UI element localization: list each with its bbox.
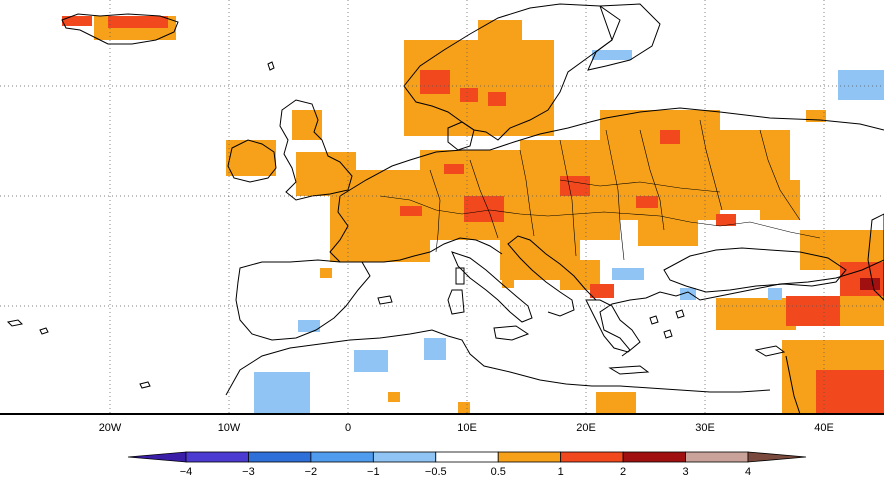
legend-label: 1 <box>557 466 564 478</box>
anomaly-cell <box>108 16 168 28</box>
legend-bin <box>622 451 686 463</box>
legend-label: −1 <box>367 466 380 478</box>
color-legend <box>127 451 807 463</box>
anomaly-cell <box>424 338 446 360</box>
x-tick-label: 10E <box>457 422 477 434</box>
legend-label: −0.5 <box>424 466 447 478</box>
coast-nafrica <box>225 329 771 396</box>
lat-lon-gridlines <box>0 0 884 413</box>
x-tick-label: 40E <box>814 422 834 434</box>
anomaly-cells <box>62 16 884 415</box>
anomaly-cell <box>680 288 696 300</box>
anomaly-cell <box>840 296 884 326</box>
anomaly-cell <box>354 350 388 372</box>
legend-label: −2 <box>304 466 318 478</box>
anomaly-cell <box>488 92 506 106</box>
legend-bin <box>747 451 807 463</box>
anomaly-cell <box>596 392 636 413</box>
legend-bin <box>185 451 249 463</box>
anomaly-map <box>0 0 884 415</box>
coast-balearic <box>377 295 393 305</box>
coast-corsica <box>455 267 465 285</box>
legend-bin <box>127 451 187 463</box>
coast-denmark <box>447 121 475 151</box>
anomaly-cell <box>388 392 400 402</box>
legend-label: 0.5 <box>490 466 506 478</box>
anomaly-cell <box>444 164 464 174</box>
anomaly-cell <box>254 372 310 413</box>
legend-bin <box>435 451 499 463</box>
anomaly-cell <box>786 296 846 326</box>
anomaly-cell <box>612 268 644 280</box>
coast-sicily <box>493 325 530 341</box>
coast-azores <box>6 319 49 335</box>
legend-label: 2 <box>620 466 627 478</box>
x-tick-label: 0 <box>344 422 352 434</box>
anomaly-cell <box>502 278 514 288</box>
anomaly-cell <box>806 110 826 122</box>
coast-iberia <box>235 259 371 341</box>
x-tick-label: 20E <box>576 422 596 434</box>
coast-cyprus <box>754 345 786 357</box>
legend-bin <box>372 451 437 463</box>
anomaly-cell <box>420 150 530 240</box>
coast-finland <box>587 3 661 71</box>
anomaly-cell <box>838 70 884 100</box>
anomaly-cell <box>226 140 276 176</box>
legend-bin <box>310 451 374 463</box>
legend-label: 4 <box>744 466 752 478</box>
anomaly-cell <box>478 20 522 50</box>
anomaly-cell <box>62 16 92 26</box>
coast-greece <box>585 299 641 353</box>
map-bottom-frame <box>0 413 884 415</box>
anomaly-cell <box>860 278 880 290</box>
legend-label: −3 <box>242 466 255 478</box>
coast-iceland <box>61 13 179 45</box>
legend-bin <box>497 451 562 463</box>
legend-bin <box>248 451 312 463</box>
coast-faroe <box>267 61 275 71</box>
x-tick-label: 20W <box>98 422 122 434</box>
coast-aegean <box>649 309 685 339</box>
coast-blacksea <box>663 247 847 293</box>
borders <box>379 119 821 261</box>
anomaly-cell <box>760 180 800 220</box>
coast-scandinavia <box>403 3 621 141</box>
coast-caspian <box>867 213 884 301</box>
coast-britain <box>279 99 353 201</box>
anomaly-cell <box>460 88 478 102</box>
anomaly-cell <box>636 196 658 208</box>
coast-europe <box>329 107 884 357</box>
anomaly-cell <box>320 268 332 278</box>
coast-crete <box>608 365 650 375</box>
anomaly-cell <box>560 176 590 196</box>
anomaly-cell <box>768 288 782 300</box>
coastlines <box>6 3 884 415</box>
legend-label: 3 <box>682 466 689 478</box>
coast-ireland <box>227 139 277 183</box>
anomaly-cell <box>298 320 320 332</box>
anomaly-cell <box>458 402 470 413</box>
anomaly-cell <box>592 50 632 60</box>
coast-italy <box>451 251 533 323</box>
anomaly-cell <box>590 284 614 298</box>
x-tick-label: 10W <box>217 422 241 434</box>
anomaly-cell <box>716 298 796 330</box>
legend-bin <box>560 451 624 463</box>
anomaly-cell <box>400 206 422 216</box>
x-tick-label: 30E <box>695 422 715 434</box>
anomaly-cell <box>420 70 450 94</box>
coast-sardinia <box>447 289 465 315</box>
anomaly-cell <box>816 370 884 415</box>
anomaly-cell <box>520 40 550 70</box>
anomaly-cell <box>716 214 736 226</box>
coast-levant <box>785 355 801 415</box>
coast-canary <box>139 381 151 389</box>
anomaly-cell <box>638 216 698 246</box>
anomaly-cell <box>660 130 680 144</box>
legend-bin <box>685 451 749 463</box>
legend-label: −4 <box>179 466 193 478</box>
